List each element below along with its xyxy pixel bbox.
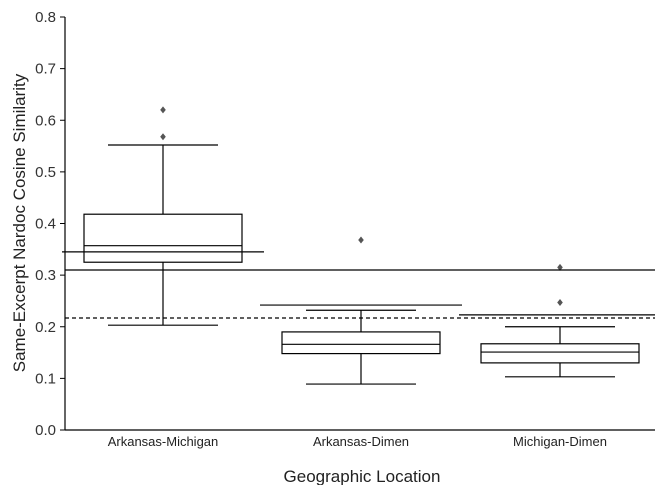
y-tick-label: 0.7 (35, 61, 56, 78)
iqr-box (83, 213, 243, 263)
iqr-box (281, 331, 441, 355)
outlier-point (358, 236, 364, 244)
y-axis-title: Same-Excerpt Nardoc Cosine Similarity (10, 73, 29, 372)
x-tick-label: Arkansas-Dimen (313, 434, 409, 449)
y-tick-label: 0.0 (35, 422, 56, 439)
outlier-point (160, 133, 166, 141)
y-tick-label: 0.8 (35, 9, 56, 26)
outlier-point (160, 106, 166, 114)
outlier-point (557, 263, 563, 271)
x-tick-label: Michigan-Dimen (513, 434, 607, 449)
y-tick-label: 0.6 (35, 112, 56, 129)
y-tick-label: 0.5 (35, 164, 56, 181)
x-tick-label: Arkansas-Michigan (108, 434, 219, 449)
y-tick-label: 0.4 (35, 216, 56, 233)
plot-area: 0.0 0.1 0.2 0.3 0.4 0.5 0.6 0.7 0.8 Arkansas-Mich… (35, 9, 655, 449)
x-axis-title: Geographic Location (284, 467, 441, 485)
y-tick-label: 0.3 (35, 267, 56, 284)
outlier-point (557, 298, 563, 306)
y-tick-label: 0.1 (35, 370, 56, 387)
iqr-box (480, 343, 640, 364)
y-tick-label: 0.2 (35, 319, 56, 336)
